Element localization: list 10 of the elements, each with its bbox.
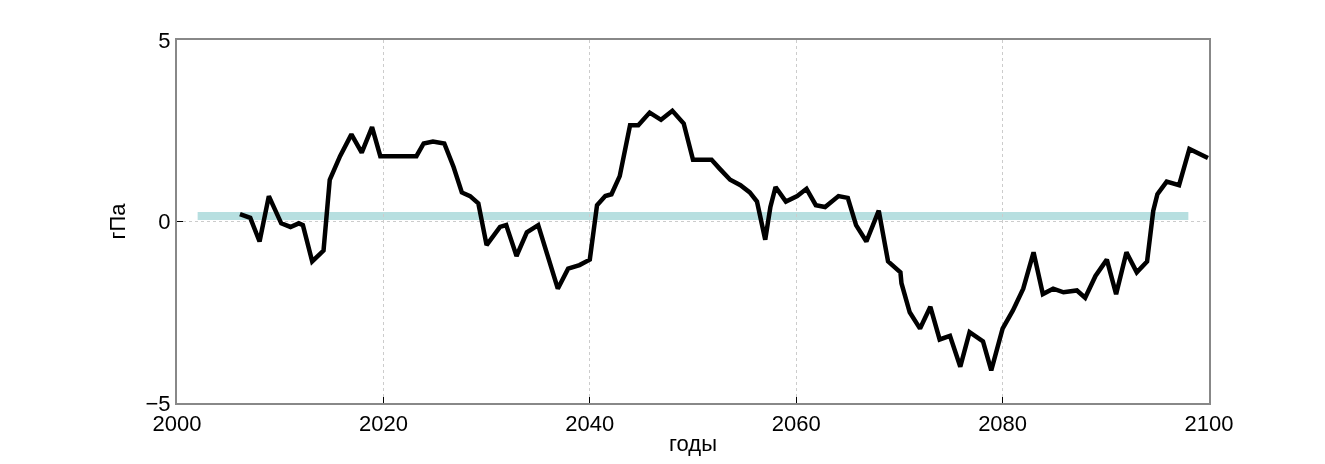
x-tick-label: 2060	[771, 411, 821, 437]
y-tick-label: 5	[158, 27, 171, 53]
x-axis-title: годы	[669, 430, 717, 456]
x-tick-label: 2020	[358, 411, 408, 437]
x-tick-label: 2100	[1184, 411, 1234, 437]
x-tick-label: 2080	[978, 411, 1028, 437]
line-series	[237, 108, 1209, 373]
y-axis-title: гПа	[104, 202, 130, 240]
x-tick-label: 2040	[565, 411, 615, 437]
y-tick-label: 0	[158, 209, 171, 235]
